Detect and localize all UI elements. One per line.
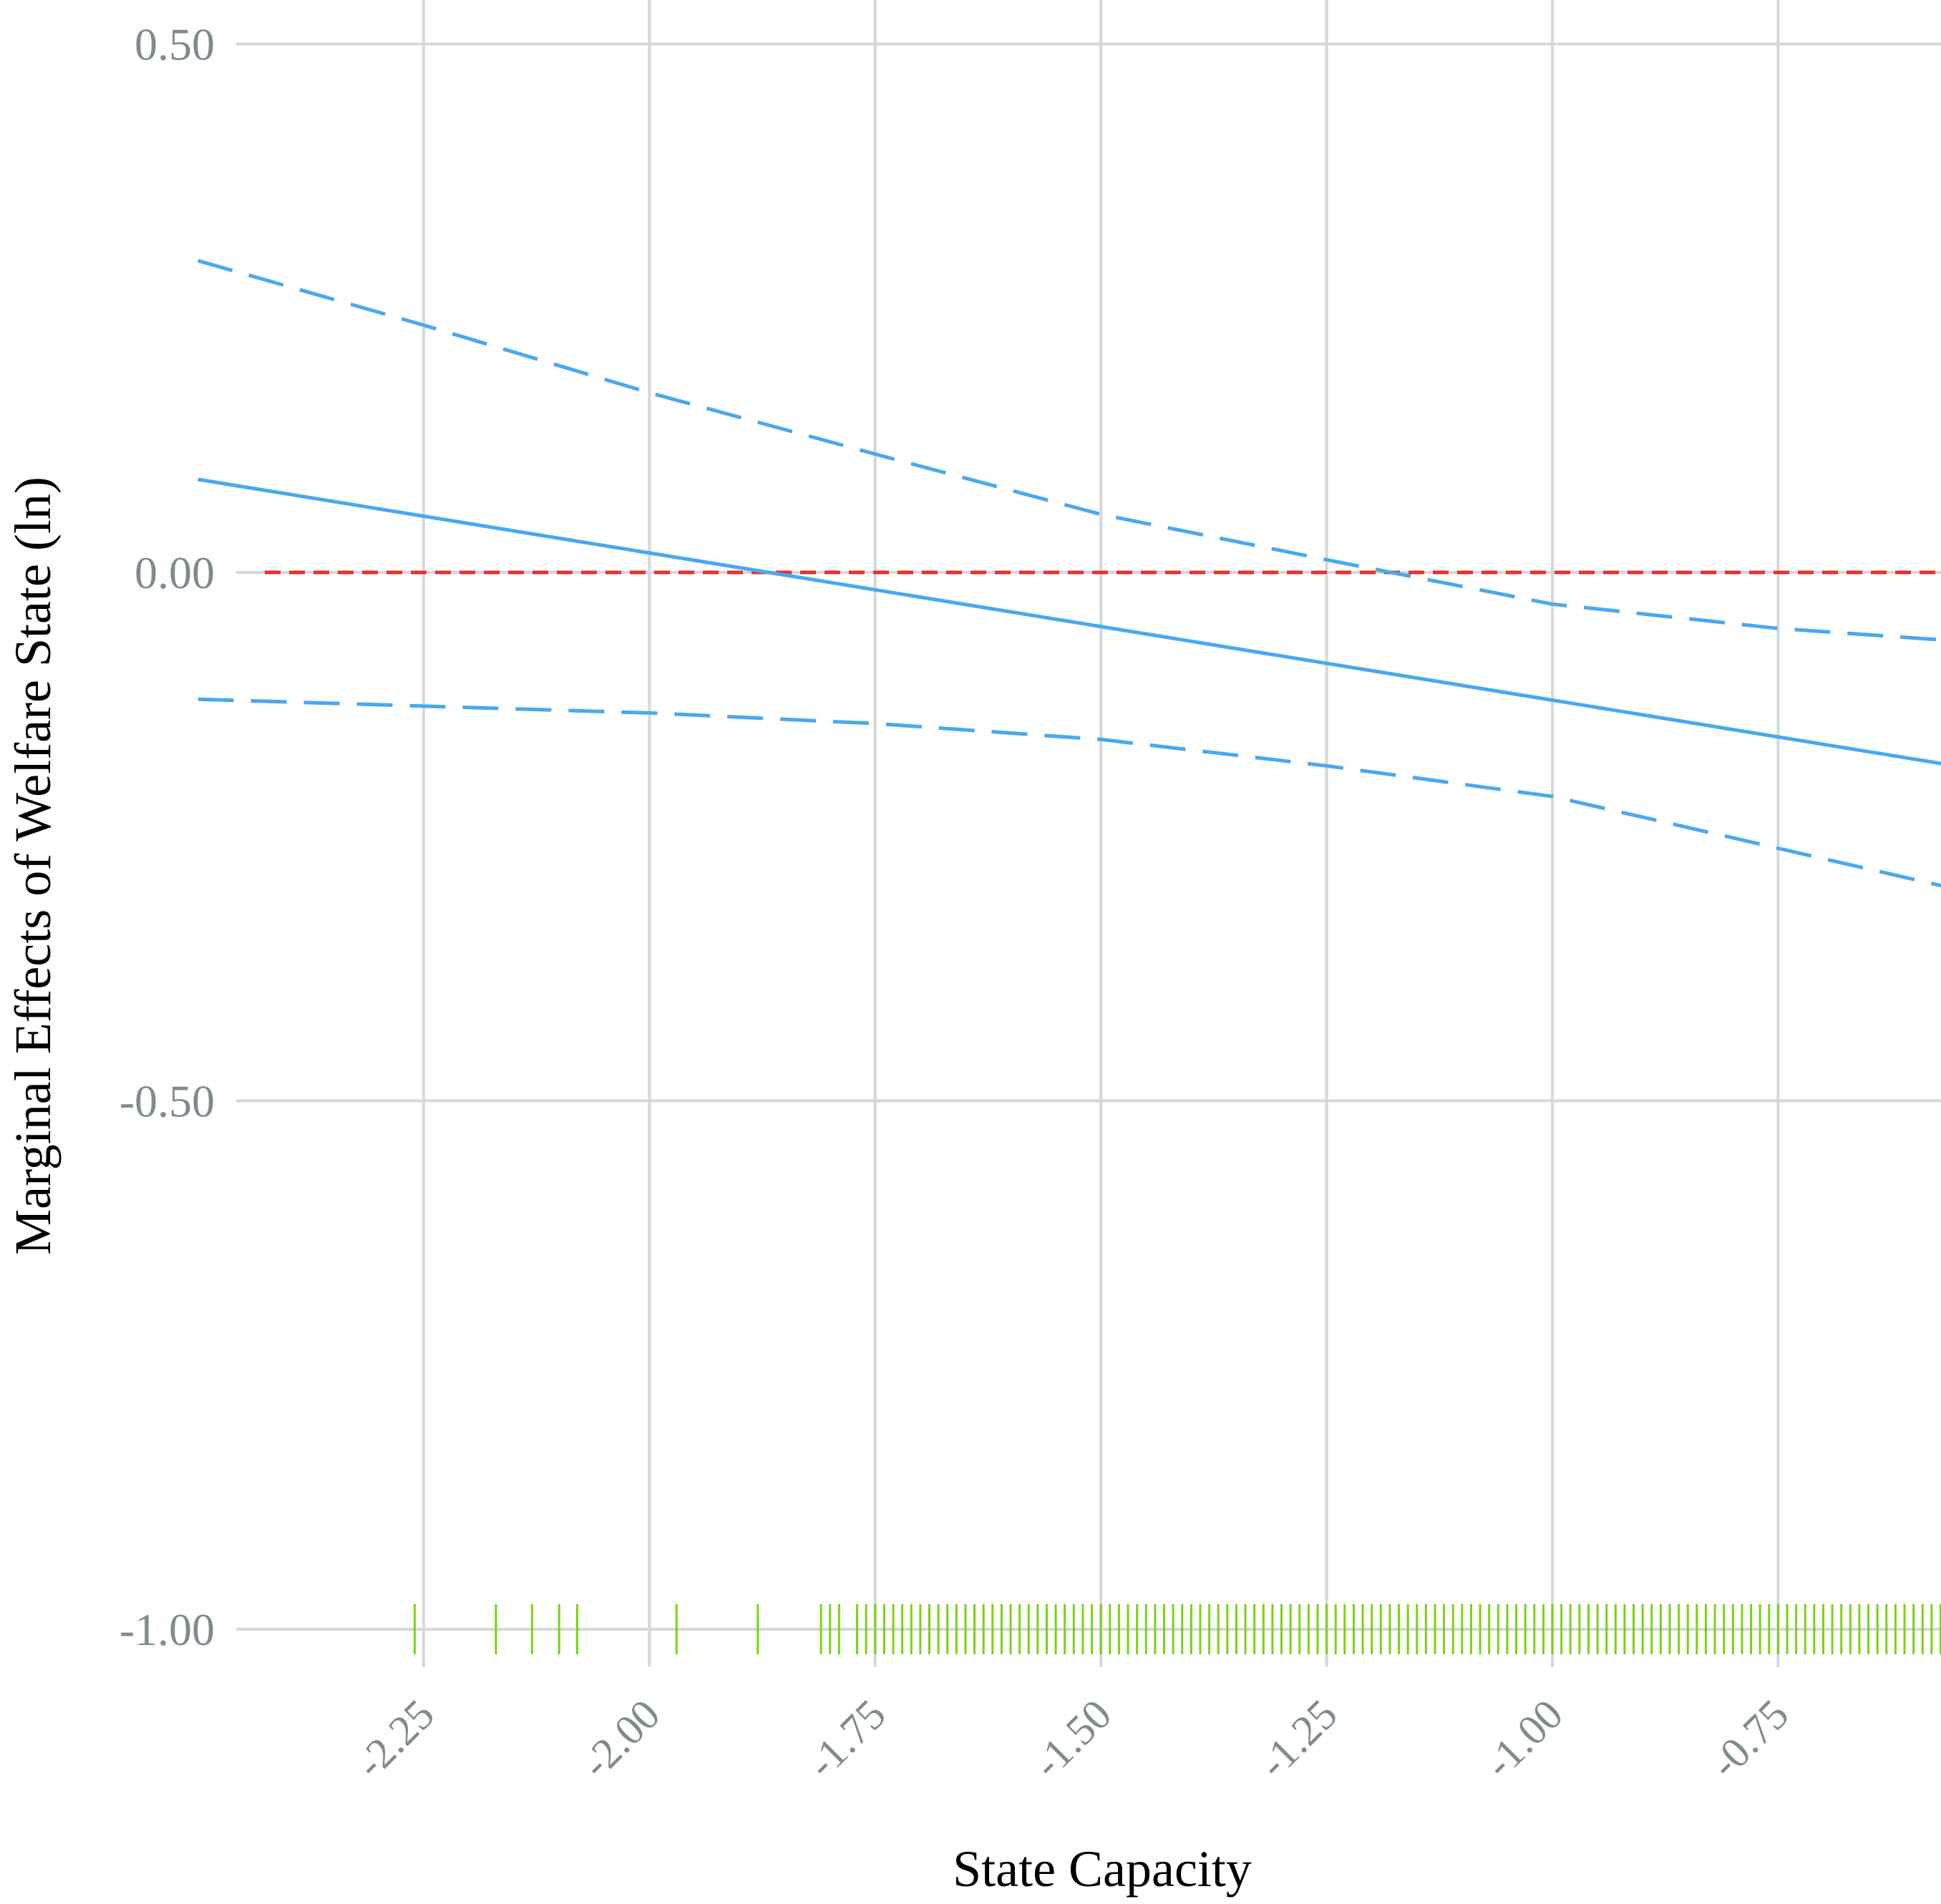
y-axis-title: Marginal Effects of Welfare State (ln) [4,477,62,1255]
x-tick-label: -2.00 [573,1691,669,1787]
rug-plot [413,1604,1941,1654]
x-axis-title: State Capacity [953,1840,1252,1898]
horizontal-gridlines [236,42,1941,1631]
lower-bound-line [198,697,1941,888]
x-tick-label: -1.75 [798,1691,895,1787]
y-tick-label: 0.00 [135,547,215,598]
estimate-line [198,477,1941,766]
x-tick-label: -1.50 [1023,1691,1120,1787]
x-tick-label: -1.00 [1475,1691,1572,1787]
vertical-gridlines [422,0,1780,1667]
y-tick-label: -0.50 [120,1076,215,1127]
x-tick-label: -0.50 [1927,1691,1941,1787]
upper-bound-line [197,258,1941,642]
x-tick-label: -1.25 [1250,1691,1346,1787]
y-tick-label: 0.50 [135,19,215,70]
y-tick-labels: 0.50 0.00 -0.50 -1.00 [120,19,215,1656]
x-tick-label: -0.75 [1701,1691,1798,1787]
series-layer [197,258,1941,888]
y-tick-label: -1.00 [120,1604,215,1655]
x-tick-label: -2.25 [346,1691,443,1787]
x-tick-labels: -2.25 -2.00 -1.75 -1.50 -1.25 -1.00 -0.75 -0.50… [346,1691,1941,1787]
